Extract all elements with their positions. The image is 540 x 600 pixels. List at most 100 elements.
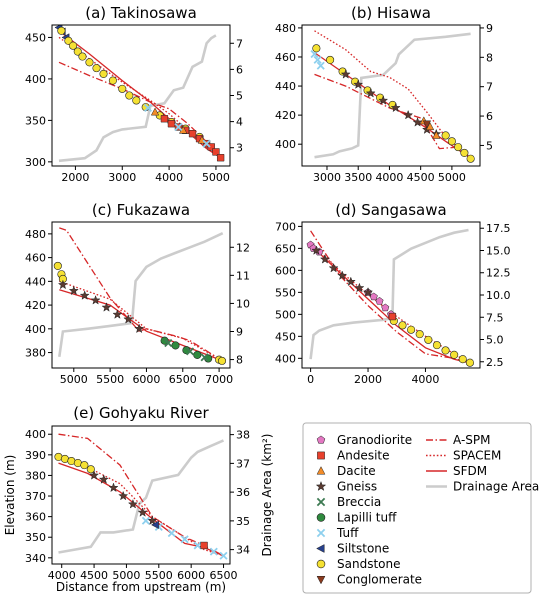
x-tick-label: 5500 xyxy=(145,569,173,582)
legend-marker xyxy=(316,559,326,569)
point-breccia xyxy=(200,353,209,362)
point-sandstone xyxy=(85,58,94,67)
point-gneiss xyxy=(134,323,145,334)
x-tick-label: 6500 xyxy=(169,373,197,386)
y-tick-label: 500 xyxy=(275,308,296,321)
series-drainage-area xyxy=(58,34,217,163)
y2-tick-label: 10 xyxy=(236,297,250,310)
legend-marker xyxy=(316,466,326,475)
x-axis-label: Distance from upstream (m) xyxy=(56,580,226,594)
y2-tick-label: 7.5 xyxy=(486,311,504,324)
point-sandstone xyxy=(92,64,101,73)
point-granodiorite xyxy=(381,303,390,312)
series-sfdm xyxy=(58,462,224,557)
y-tick-label: 450 xyxy=(275,330,296,343)
x-tick-label: 6500 xyxy=(210,569,238,582)
y-tick-label: 300 xyxy=(25,156,46,169)
legend-item: Breccia xyxy=(316,495,381,509)
point-gneiss xyxy=(403,109,414,120)
legend-item: SFDM xyxy=(426,464,487,478)
point-sandstone xyxy=(217,356,227,365)
legend-item: Drainage Area xyxy=(426,480,539,494)
point-andesite xyxy=(216,154,225,162)
series-a-spm xyxy=(59,227,224,362)
y2-tick-label: 34 xyxy=(236,544,250,557)
point-gneiss xyxy=(127,498,138,509)
point-gneiss xyxy=(123,313,134,324)
point-sandstone xyxy=(458,355,467,364)
x-tick-label: 2000 xyxy=(354,373,382,386)
y2-tick-label: 3 xyxy=(236,142,243,155)
y2-tick-label: 11 xyxy=(236,269,250,282)
panel-title: (d) Sangasawa xyxy=(335,201,446,219)
point-sandstone xyxy=(424,335,433,344)
point-tuff xyxy=(174,122,183,132)
point-breccia xyxy=(186,347,195,356)
panel-frame xyxy=(51,425,231,565)
point-granodiorite xyxy=(369,292,378,301)
panel-title: (b) Hisawa xyxy=(351,4,431,22)
point-gneiss xyxy=(147,515,158,526)
point-gneiss xyxy=(311,245,322,255)
point-gneiss xyxy=(101,302,112,312)
series-drainage-area xyxy=(314,32,471,159)
legend-box xyxy=(302,422,532,594)
x-tick-label: 4500 xyxy=(80,569,108,582)
legend-item: Granodiorite xyxy=(316,433,412,447)
point-tuff xyxy=(209,547,218,556)
series-spacem xyxy=(314,30,475,161)
point-gneiss xyxy=(345,276,356,287)
y-tick-label: 480 xyxy=(25,228,46,241)
point-sandstone xyxy=(73,47,82,56)
legend-label: Dacite xyxy=(337,464,376,478)
point-sandstone xyxy=(86,465,95,474)
legend-item: Lapilli tuff xyxy=(316,511,397,525)
y2-tick-label: 6 xyxy=(236,63,243,76)
legend-marker xyxy=(317,451,325,460)
legend-label: Gneiss xyxy=(337,480,377,494)
y-tick-label: 450 xyxy=(25,31,46,44)
y2-tick-label: 8 xyxy=(236,354,243,367)
y2-tick-label: 5 xyxy=(236,90,243,103)
series-drainage-area xyxy=(309,228,469,360)
y-tick-label: 600 xyxy=(275,264,296,277)
point-sandstone xyxy=(125,91,134,100)
point-sandstone xyxy=(80,461,89,470)
legend-marker xyxy=(316,497,326,507)
y-tick-label: 460 xyxy=(25,252,46,265)
point-sandstone xyxy=(415,330,424,339)
y2-tick-label: 15.0 xyxy=(486,244,511,257)
x-tick-label: 3000 xyxy=(313,171,341,184)
point-dacite xyxy=(425,122,435,131)
point-sandstone xyxy=(454,143,463,152)
y2-tick-label: 12.5 xyxy=(486,267,511,280)
x-tick-label: 4500 xyxy=(407,171,435,184)
point-tuff xyxy=(167,529,176,538)
point-sandstone xyxy=(447,137,456,146)
point-granodiorite xyxy=(375,296,384,305)
point-tuff xyxy=(313,55,322,64)
y2-tick-label: 38 xyxy=(236,429,250,442)
y-tick-label: 480 xyxy=(275,22,296,35)
point-gneiss xyxy=(68,285,79,296)
point-gneiss xyxy=(365,87,376,98)
point-sandstone xyxy=(64,36,73,45)
y2-tick-label: 17.5 xyxy=(486,222,511,235)
point-andesite xyxy=(188,130,197,138)
y2-tick-label: 36 xyxy=(236,486,250,499)
panel-plot xyxy=(54,25,225,163)
legend-item: Gneiss xyxy=(315,480,377,494)
point-siltstone xyxy=(150,520,159,530)
y-tick-label: 400 xyxy=(25,73,46,86)
panel-e: (e) Gohyaku River 4000 4500 5000 5500 6000 65… xyxy=(25,404,250,582)
point-gneiss xyxy=(112,309,123,319)
y-tick-label: 550 xyxy=(275,286,296,299)
y-tick-label: 350 xyxy=(25,531,46,544)
point-gneiss xyxy=(412,117,423,127)
x-tick-label: 5500 xyxy=(96,373,124,386)
point-sandstone xyxy=(326,55,335,64)
point-breccia xyxy=(164,339,173,348)
